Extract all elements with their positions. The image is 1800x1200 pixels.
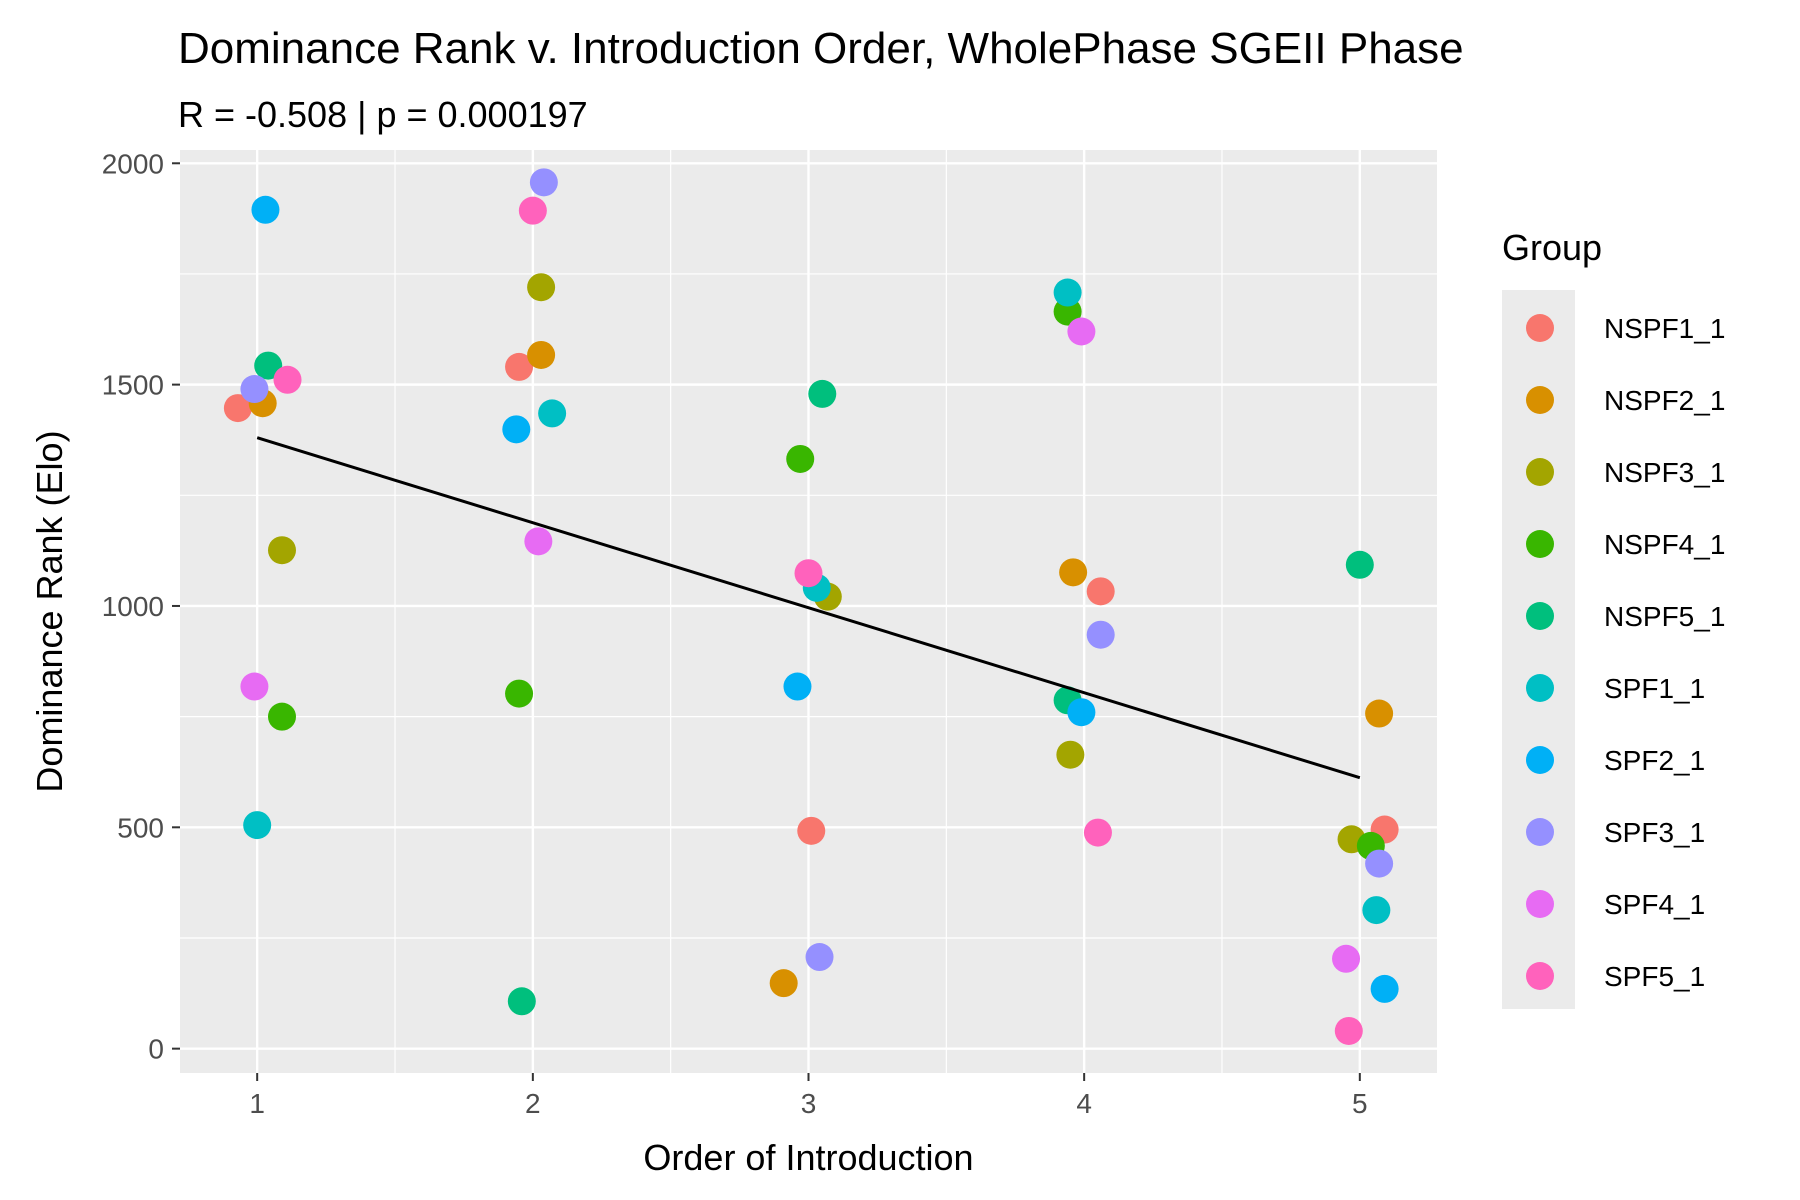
y-tick-label: 500 bbox=[117, 812, 164, 843]
y-axis-title: Dominance Rank (Elo) bbox=[29, 430, 70, 792]
legend-label-NSPF2_1: NSPF2_1 bbox=[1604, 385, 1725, 416]
point-NSPF3_1 bbox=[527, 273, 556, 302]
legend-label-NSPF5_1: NSPF5_1 bbox=[1604, 601, 1725, 632]
point-SPF2_1 bbox=[251, 195, 280, 224]
legend-label-SPF2_1: SPF2_1 bbox=[1604, 745, 1705, 776]
point-NSPF2_1 bbox=[1059, 558, 1088, 587]
legend-label-SPF3_1: SPF3_1 bbox=[1604, 817, 1705, 848]
point-NSPF4_1 bbox=[267, 702, 296, 731]
legend-swatch-NSPF1_1 bbox=[1526, 314, 1554, 342]
point-SPF1_1 bbox=[1362, 896, 1391, 925]
point-NSPF4_1 bbox=[505, 679, 534, 708]
x-tick-label: 5 bbox=[1352, 1088, 1368, 1119]
legend-label-NSPF1_1: NSPF1_1 bbox=[1604, 313, 1725, 344]
point-SPF1_1 bbox=[243, 811, 272, 840]
point-NSPF1_1 bbox=[223, 394, 252, 423]
legend: Group NSPF1_1 NSPF2_1 NSPF3_1 NSPF4_1 NSPF5_… bbox=[1502, 227, 1725, 1009]
legend-title: Group bbox=[1502, 227, 1602, 268]
chart-title: Dominance Rank v. Introduction Order, Wh… bbox=[178, 24, 1464, 73]
point-NSPF2_1 bbox=[769, 969, 798, 998]
point-NSPF5_1 bbox=[808, 379, 837, 408]
x-tick-label: 1 bbox=[249, 1088, 265, 1119]
data-points bbox=[223, 168, 1399, 1045]
trend-line bbox=[256, 436, 1361, 780]
point-SPF5_1 bbox=[1334, 1016, 1363, 1045]
point-NSPF1_1 bbox=[797, 816, 826, 845]
point-SPF4_1 bbox=[524, 527, 553, 556]
point-NSPF2_1 bbox=[1365, 699, 1394, 728]
x-tick-label: 3 bbox=[801, 1088, 817, 1119]
y-tick-label: 1500 bbox=[102, 370, 164, 401]
legend-swatch-SPF4_1 bbox=[1526, 890, 1554, 918]
x-tick-label: 4 bbox=[1076, 1088, 1092, 1119]
legend-swatch-SPF1_1 bbox=[1526, 674, 1554, 702]
point-SPF4_1 bbox=[1067, 317, 1096, 346]
point-SPF3_1 bbox=[805, 943, 834, 972]
point-NSPF4_1 bbox=[786, 444, 815, 473]
point-NSPF5_1 bbox=[1345, 550, 1374, 579]
point-SPF5_1 bbox=[273, 365, 302, 394]
x-axis-ticks: 1 2 3 4 5 bbox=[249, 1073, 1368, 1119]
point-SPF4_1 bbox=[1332, 944, 1361, 973]
legend-label-NSPF4_1: NSPF4_1 bbox=[1604, 529, 1725, 560]
point-SPF5_1 bbox=[794, 559, 823, 588]
point-SPF2_1 bbox=[1370, 974, 1399, 1003]
point-NSPF5_1 bbox=[507, 987, 536, 1016]
point-NSPF1_1 bbox=[505, 352, 534, 381]
point-SPF2_1 bbox=[1067, 698, 1096, 727]
point-SPF5_1 bbox=[518, 196, 547, 225]
point-SPF1_1 bbox=[538, 399, 567, 428]
y-tick-label: 2000 bbox=[102, 148, 164, 179]
legend-label-SPF1_1: SPF1_1 bbox=[1604, 673, 1705, 704]
point-NSPF5_1 bbox=[254, 351, 283, 380]
legend-label-SPF5_1: SPF5_1 bbox=[1604, 961, 1705, 992]
legend-swatch-SPF3_1 bbox=[1526, 818, 1554, 846]
point-NSPF3_1 bbox=[267, 536, 296, 565]
legend-swatch-SPF2_1 bbox=[1526, 746, 1554, 774]
point-SPF2_1 bbox=[502, 415, 531, 444]
point-NSPF3_1 bbox=[1056, 740, 1085, 769]
legend-swatch-NSPF2_1 bbox=[1526, 386, 1554, 414]
point-SPF3_1 bbox=[1365, 849, 1394, 878]
point-NSPF2_1 bbox=[527, 340, 556, 369]
legend-label-NSPF3_1: NSPF3_1 bbox=[1604, 457, 1725, 488]
y-axis-ticks: 0 500 1000 1500 2000 bbox=[102, 148, 180, 1065]
x-tick-label: 2 bbox=[525, 1088, 541, 1119]
point-SPF1_1 bbox=[1053, 278, 1082, 307]
point-SPF3_1 bbox=[1086, 620, 1115, 649]
legend-swatch-NSPF4_1 bbox=[1526, 530, 1554, 558]
legend-swatch-NSPF5_1 bbox=[1526, 602, 1554, 630]
point-SPF2_1 bbox=[783, 672, 812, 701]
y-tick-label: 0 bbox=[148, 1034, 164, 1065]
legend-label-SPF4_1: SPF4_1 bbox=[1604, 889, 1705, 920]
point-SPF3_1 bbox=[240, 375, 269, 404]
y-tick-label: 1000 bbox=[102, 591, 164, 622]
x-axis-title: Order of Introduction bbox=[643, 1137, 973, 1178]
legend-swatch-NSPF3_1 bbox=[1526, 458, 1554, 486]
point-NSPF1_1 bbox=[1086, 577, 1115, 606]
point-SPF4_1 bbox=[240, 672, 269, 701]
legend-swatch-SPF5_1 bbox=[1526, 962, 1554, 990]
point-SPF3_1 bbox=[529, 168, 558, 197]
chart-subtitle: R = -0.508 | p = 0.000197 bbox=[178, 94, 588, 135]
point-SPF5_1 bbox=[1083, 818, 1112, 847]
